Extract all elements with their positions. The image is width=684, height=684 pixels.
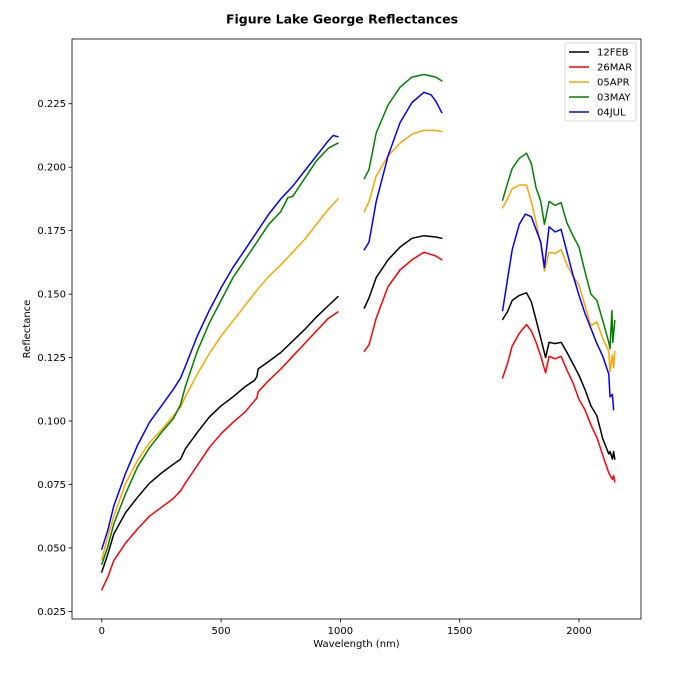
y-tick-label: 0.025 — [37, 607, 66, 618]
series-line-26mar-segment-1 — [101, 311, 339, 591]
y-axis-ticks: 0.025 0.050 0.075 0.100 0.125 0.150 0.175 0.200… — [37, 99, 72, 618]
x-tick-label: 0 — [99, 626, 105, 637]
x-tick-label: 2000 — [566, 626, 591, 637]
series-line-03may-segment-1 — [101, 142, 339, 566]
y-tick-label: 0.150 — [37, 290, 66, 301]
series-line-03may-segment-3 — [501, 152, 616, 350]
x-tick-label: 1500 — [447, 626, 472, 637]
legend-entry-26mar: 26MAR — [597, 63, 632, 74]
plot-frame — [71, 38, 642, 620]
plot-lines — [101, 73, 616, 591]
series-line-04jul-segment-2 — [363, 91, 443, 251]
series-line-26mar-segment-3 — [501, 323, 616, 483]
y-tick-label: 0.075 — [37, 480, 66, 491]
y-tick-label: 0.200 — [37, 163, 66, 174]
legend-entry-04jul: 04JUL — [597, 108, 626, 119]
x-tick-label: 1000 — [328, 626, 353, 637]
y-tick-label: 0.050 — [37, 543, 66, 554]
series-line-04jul-segment-3 — [501, 213, 615, 411]
series-line-12feb-segment-1 — [101, 295, 339, 573]
series-line-03may-segment-2 — [363, 73, 443, 180]
series-line-05apr-segment-3 — [501, 184, 616, 373]
series-line-12feb-segment-3 — [501, 292, 616, 460]
legend-box — [564, 42, 637, 122]
series-line-26mar-segment-2 — [363, 251, 443, 352]
y-tick-label: 0.225 — [37, 99, 66, 110]
y-tick-label: 0.125 — [37, 353, 66, 364]
legend-entry-03may: 03MAY — [597, 93, 631, 104]
x-tick-label: 500 — [212, 626, 231, 637]
series-line-05apr-segment-1 — [101, 198, 339, 561]
legend: 12FEB 26MAR 05APR 03MAY 04JUL — [564, 42, 637, 122]
y-axis-label: Reflectance — [22, 300, 33, 359]
y-tick-label: 0.100 — [37, 417, 66, 428]
series-line-04jul-segment-1 — [101, 134, 339, 550]
legend-entry-12feb: 12FEB — [597, 48, 629, 59]
x-axis-label: Wavelength (nm) — [313, 639, 399, 650]
chart-title: Figure Lake George Reflectances — [226, 12, 458, 27]
x-axis-ticks: 0 500 1000 1500 2000 — [99, 619, 592, 637]
series-line-12feb-segment-2 — [363, 234, 443, 309]
series-line-05apr-segment-2 — [363, 129, 443, 213]
legend-entry-05apr: 05APR — [597, 78, 630, 89]
y-tick-label: 0.175 — [37, 226, 66, 237]
